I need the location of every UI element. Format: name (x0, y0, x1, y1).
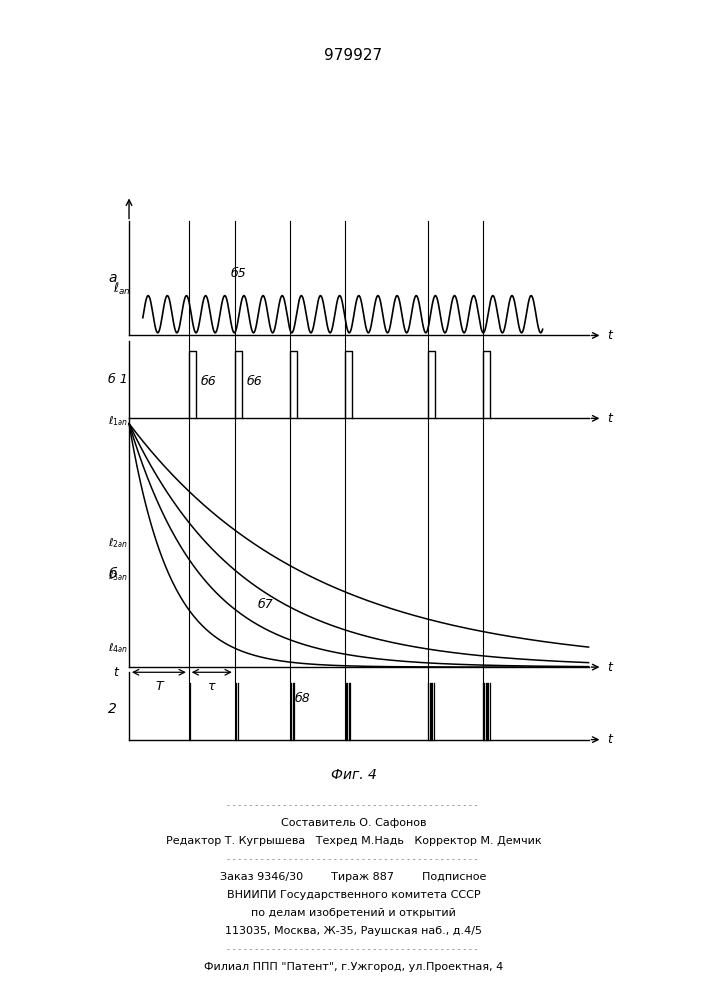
Text: t: t (113, 666, 118, 679)
Text: ВНИИПИ Государственного комитета СССР: ВНИИПИ Государственного комитета СССР (227, 890, 480, 900)
Text: T: T (155, 680, 163, 693)
Text: - - - - - - - - - - - - - - - - - - - - - - - - - - - - - - - - - - - - - - - - : - - - - - - - - - - - - - - - - - - - - … (227, 800, 480, 810)
Text: t: t (607, 329, 612, 342)
Text: $\ell_{3\partial n}$: $\ell_{3\partial n}$ (108, 570, 129, 583)
Text: по делам изобретений и открытий: по делам изобретений и открытий (251, 908, 456, 918)
Text: б6: б6 (200, 375, 216, 388)
Text: 979927: 979927 (325, 47, 382, 62)
Text: Редактор Т. Кугрышева   Техред М.Надь   Корректор М. Демчик: Редактор Т. Кугрышева Техред М.Надь Корр… (165, 836, 542, 846)
Text: $\ell_{an}$: $\ell_{an}$ (113, 281, 131, 297)
Text: - - - - - - - - - - - - - - - - - - - - - - - - - - - - - - - - - - - - - - - - : - - - - - - - - - - - - - - - - - - - - … (227, 944, 480, 954)
Text: 2: 2 (108, 702, 117, 716)
Text: t: t (607, 412, 612, 425)
Text: Составитель О. Сафонов: Составитель О. Сафонов (281, 818, 426, 828)
Text: б: б (108, 567, 117, 581)
Text: - - - - - - - - - - - - - - - - - - - - - - - - - - - - - - - - - - - - - - - - : - - - - - - - - - - - - - - - - - - - - … (227, 854, 480, 863)
Text: Заказ 9346/30        Тираж 887        Подписное: Заказ 9346/30 Тираж 887 Подписное (221, 872, 486, 882)
Text: $\ell_{2\partial n}$: $\ell_{2\partial n}$ (108, 536, 129, 550)
Text: Фиг. 4: Фиг. 4 (331, 768, 376, 782)
Text: б 1: б 1 (108, 373, 128, 386)
Text: б7: б7 (258, 597, 274, 610)
Text: τ: τ (208, 680, 216, 693)
Text: t: t (607, 661, 612, 674)
Text: 113035, Москва, Ж-35, Раушская наб., д.4/5: 113035, Москва, Ж-35, Раушская наб., д.4… (225, 926, 482, 936)
Text: t: t (607, 733, 612, 746)
Text: a: a (108, 271, 117, 285)
Text: б5: б5 (230, 267, 246, 280)
Text: Филиал ППП "Патент", г.Ужгород, ул.Проектная, 4: Филиал ППП "Патент", г.Ужгород, ул.Проек… (204, 962, 503, 972)
Text: б8: б8 (295, 692, 310, 705)
Text: б6: б6 (246, 375, 262, 388)
Text: $\ell_{4\partial n}$: $\ell_{4\partial n}$ (108, 641, 129, 655)
Text: $\ell_{1\partial n}$: $\ell_{1\partial n}$ (108, 414, 129, 428)
